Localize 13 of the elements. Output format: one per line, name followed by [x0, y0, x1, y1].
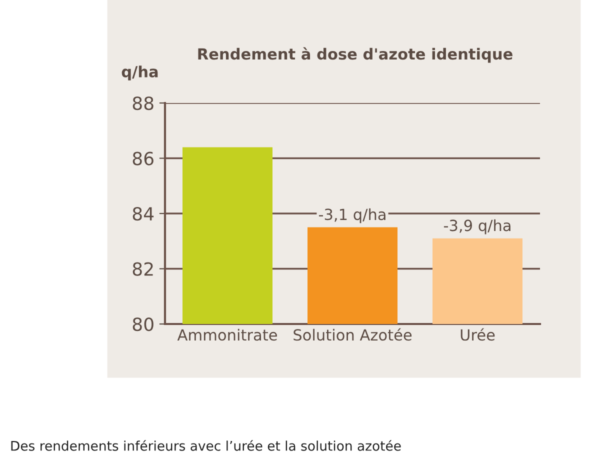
y-tick-label: 84 — [132, 206, 154, 221]
y-tick-label: 88 — [132, 96, 154, 110]
x-tick-label: Solution Azotée — [294, 328, 412, 341]
x-tick-label: Ammonitrate — [177, 328, 277, 341]
y-tick-label: 82 — [132, 262, 153, 276]
annotation: -3,9 q/ha — [444, 219, 510, 234]
y-axis-title: q/ha — [122, 66, 158, 80]
annotation: -3,1 q/ha — [318, 208, 386, 224]
y-tick-label: 80 — [132, 317, 154, 332]
y-tick-label: 86 — [132, 152, 154, 166]
x-tick-label: Urée — [460, 328, 495, 341]
chart-title: Rendement à dose d'azote identique — [198, 47, 512, 63]
text: Des rendements inférieurs avec l’urée et la solution azotée — [11, 440, 401, 451]
